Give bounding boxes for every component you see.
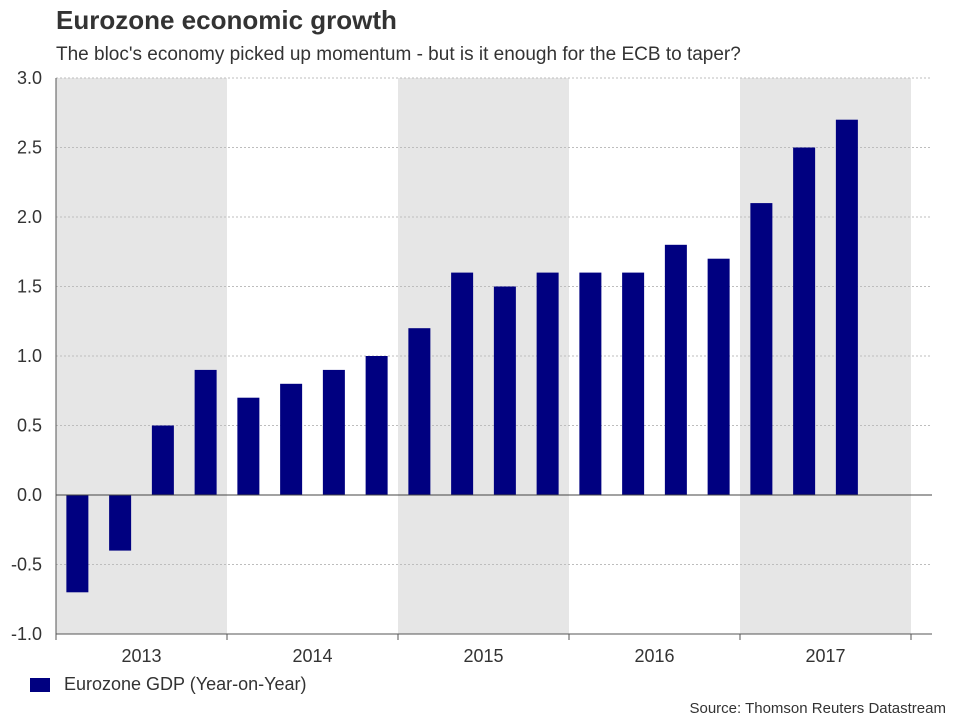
- bar-2016-q4: [707, 258, 730, 495]
- y-tick-label: 0.5: [17, 416, 42, 436]
- bar-2016-q2: [622, 272, 645, 495]
- x-tick-label-2013: 2013: [121, 646, 161, 666]
- chart-subtitle: The bloc's economy picked up momentum - …: [56, 44, 741, 65]
- x-tick-label-2016: 2016: [634, 646, 674, 666]
- y-tick-label: 1.5: [17, 277, 42, 297]
- bar-2013-q3: [151, 425, 174, 495]
- x-tick-label-2015: 2015: [463, 646, 503, 666]
- bar-2014-q1: [237, 397, 260, 495]
- bar-2017-q2: [793, 147, 816, 495]
- y-tick-label: 1.0: [17, 346, 42, 366]
- bar-series: [66, 119, 858, 593]
- bar-2015-q3: [493, 286, 516, 495]
- y-tick-label: 3.0: [17, 68, 42, 88]
- y-tick-label: 2.0: [17, 207, 42, 227]
- source-note: Source: Thomson Reuters Datastream: [689, 700, 946, 717]
- bar-chart: -1.0-0.50.00.51.01.52.02.53.0 2013 2014 20…: [11, 68, 932, 666]
- legend-label: Eurozone GDP (Year-on-Year): [64, 674, 307, 694]
- bar-2013-q2: [109, 495, 132, 551]
- y-tick-label: -0.5: [11, 555, 42, 575]
- bar-2017-q3: [835, 119, 858, 495]
- x-tick-label-2014: 2014: [292, 646, 332, 666]
- bar-2016-q3: [664, 244, 687, 495]
- bar-2014-q4: [365, 356, 388, 495]
- y-tick-label: -1.0: [11, 624, 42, 644]
- bar-2015-q2: [451, 272, 474, 495]
- axes: [55, 78, 932, 640]
- legend-swatch: [30, 677, 50, 692]
- x-tick-label-2017: 2017: [805, 646, 845, 666]
- y-tick-label: 2.5: [17, 138, 42, 158]
- bar-2014-q2: [280, 383, 303, 495]
- x-axis-ticks: 2013 2014 2015 2016 2017: [121, 646, 845, 666]
- bar-2013-q4: [194, 369, 217, 495]
- y-tick-label: 0.0: [17, 485, 42, 505]
- chart-title: Eurozone economic growth: [56, 5, 397, 35]
- bar-2017-q1: [750, 203, 773, 495]
- bar-2013-q1: [66, 495, 89, 593]
- bar-2015-q1: [408, 328, 431, 495]
- y-axis-ticks: -1.0 -0.5 0.0 0.5 1.0 1.5 2.0 2.5 3.0: [11, 68, 42, 644]
- legend: Eurozone GDP (Year-on-Year): [30, 674, 306, 695]
- bar-2016-q1: [579, 272, 602, 495]
- bar-2015-q4: [536, 272, 559, 495]
- bar-2014-q3: [322, 369, 345, 495]
